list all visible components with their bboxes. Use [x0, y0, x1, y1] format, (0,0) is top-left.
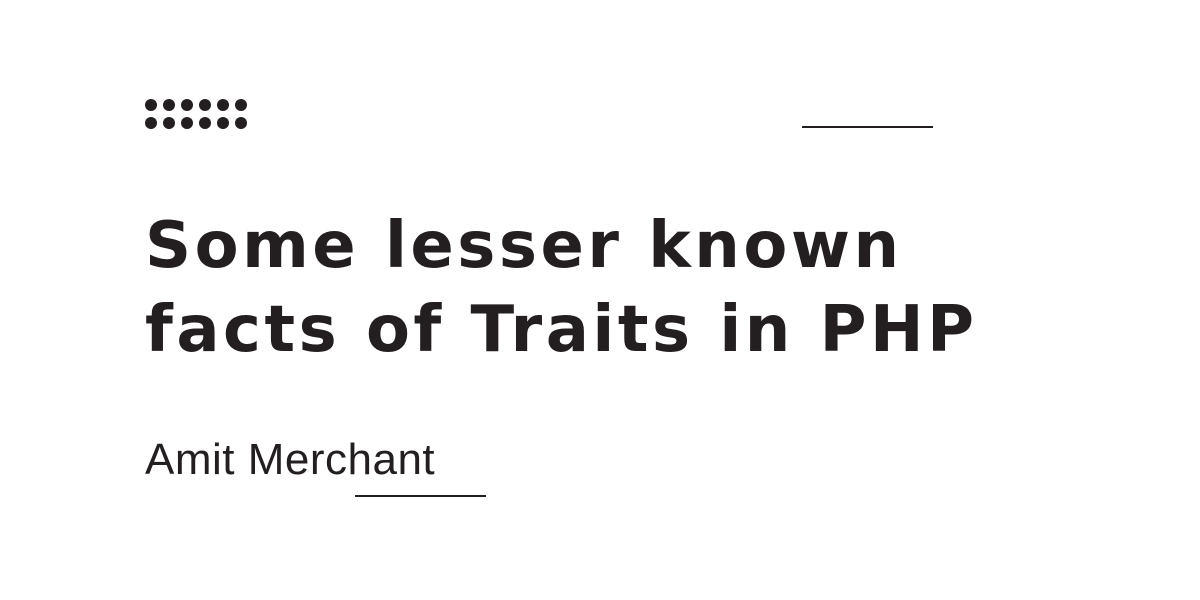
- dot: [235, 117, 247, 129]
- title-line-1: Some lesser known: [145, 209, 903, 283]
- dot: [199, 99, 211, 111]
- dot: [163, 99, 175, 111]
- dot: [163, 117, 175, 129]
- dot: [145, 117, 157, 129]
- top-accent-rule: [802, 126, 933, 128]
- author-name: Amit Merchant: [145, 435, 436, 484]
- title-line-2: facts of Traits in PHP: [145, 293, 978, 367]
- dot-grid-icon: [145, 99, 247, 131]
- dot: [181, 117, 193, 129]
- dot: [235, 99, 247, 111]
- bottom-accent-rule: [355, 495, 486, 497]
- dot: [199, 117, 211, 129]
- dot: [217, 99, 229, 111]
- dot: [145, 99, 157, 111]
- dot: [181, 99, 193, 111]
- page-title: Some lesser known facts of Traits in PHP: [145, 204, 977, 372]
- dot: [217, 117, 229, 129]
